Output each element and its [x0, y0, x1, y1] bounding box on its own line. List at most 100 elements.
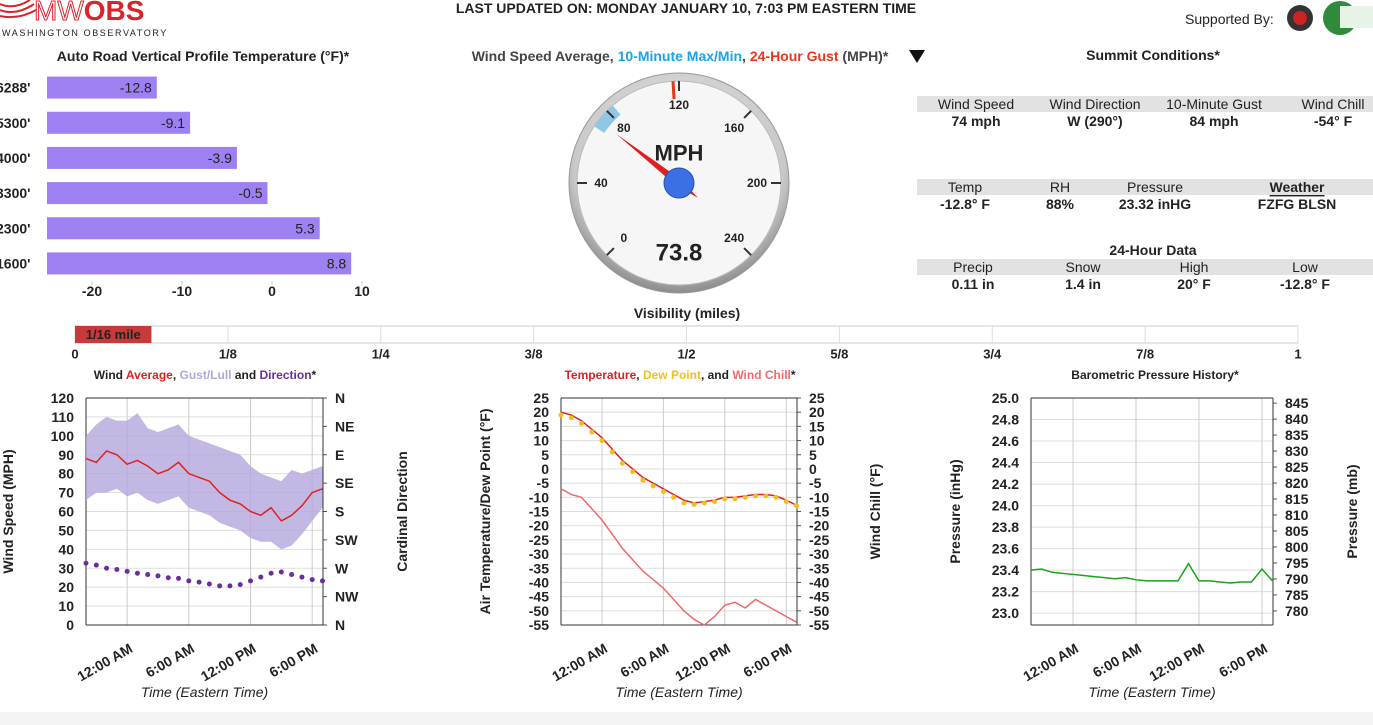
y2-tick-label: NE: [335, 418, 354, 434]
logo-subtitle: WASHINGTON OBSERVATORY: [2, 28, 168, 38]
y2-tick-label: -5: [809, 475, 822, 491]
value-label: 8.8: [327, 255, 347, 271]
y-tick-label: 24.2: [992, 476, 1019, 492]
x-tick-label: 6:00 PM: [1216, 640, 1270, 680]
gauge-range-band: [594, 105, 621, 133]
y2-tick-label: N: [335, 390, 345, 406]
y2-tick-label: 5: [809, 447, 817, 463]
summit-value: W (290°): [1067, 113, 1122, 129]
data-point: [742, 494, 748, 500]
data-point: [237, 582, 243, 588]
category-label: 2300': [0, 220, 30, 236]
data-point: [299, 574, 305, 580]
x-tick-label: 12:00 AM: [549, 640, 610, 684]
last-updated: LAST UPDATED ON: MONDAY JANUARY 10, 7:03…: [456, 0, 916, 16]
y-tick-label: 24.6: [992, 433, 1019, 449]
data-point: [93, 562, 99, 568]
y2-tick-label: N: [335, 617, 345, 633]
y-tick-label: 23.0: [992, 605, 1019, 621]
sponsor-logos[interactable]: [1287, 1, 1373, 35]
x-tick-label: 0: [268, 283, 276, 299]
y2-axis-label: Cardinal Direction: [394, 451, 410, 572]
data-point: [145, 572, 151, 578]
value-label: -9.1: [161, 115, 185, 131]
legend-entry: Direction: [260, 368, 312, 382]
x-tick-label: 6:00 PM: [740, 640, 794, 680]
gauge-tick: [606, 110, 615, 119]
x-tick-label: 1/8: [219, 347, 237, 362]
y-tick-label: 5: [541, 447, 549, 463]
y-tick-label: 100: [51, 428, 75, 444]
title-part: (MPH)*: [839, 48, 889, 64]
x-tick-label: -20: [82, 283, 102, 299]
category-label: 6288': [0, 80, 30, 96]
data-point: [783, 499, 789, 505]
summit-value: 88%: [1046, 196, 1075, 212]
data-point: [558, 412, 564, 418]
summit-header-bar: [917, 179, 1373, 195]
legend-entry: Temperature: [564, 368, 636, 382]
data-point: [630, 469, 636, 475]
title-part: Wind Speed Average,: [472, 48, 618, 64]
y2-axis-label: Wind Chill (°F): [867, 464, 883, 560]
y2-tick-label: 790: [1285, 571, 1309, 587]
x-tick-label: 6:00 AM: [617, 640, 671, 680]
y-tick-label: 25.0: [992, 390, 1019, 406]
bar: [47, 182, 268, 205]
y-tick-label: 120: [51, 390, 75, 406]
y2-tick-label: -35: [809, 560, 829, 576]
summit-header: Wind Direction: [1049, 96, 1140, 112]
data-point: [609, 449, 615, 455]
y-tick-label: 10: [533, 433, 549, 449]
y2-tick-label: 785: [1285, 587, 1309, 603]
category-label: 1600': [0, 255, 30, 271]
bar: [47, 76, 157, 99]
data-line: [560, 488, 797, 626]
value-label: -3.9: [208, 150, 232, 166]
y2-tick-label: 20: [809, 404, 825, 420]
summit-header-bar: [917, 96, 1373, 112]
x-tick-label: 10: [354, 283, 370, 299]
y2-tick-label: 835: [1285, 427, 1309, 443]
y-tick-label: 23.4: [992, 562, 1019, 578]
data-point: [196, 579, 202, 585]
summit-header-bar: [917, 259, 1373, 275]
y2-tick-label: -15: [809, 504, 829, 520]
data-point: [268, 570, 274, 576]
gauge-gust-marker: [671, 81, 676, 100]
chart-title: Temperature, Dew Point, and Wind Chill*: [564, 368, 795, 382]
summit-title: Summit Conditions*: [1086, 47, 1220, 63]
summit-header: RH: [1050, 179, 1070, 195]
x-tick-label: 1/4: [372, 347, 391, 362]
title-part: and: [232, 368, 260, 382]
y-tick-label: -55: [529, 617, 549, 633]
summit-header: Wind Chill: [1301, 96, 1364, 112]
y-tick-label: 24.0: [992, 498, 1019, 514]
y-tick-label: 40: [58, 541, 74, 557]
summit-link[interactable]: Weather: [1270, 179, 1326, 195]
x-tick-label: 0: [71, 347, 78, 362]
title-part: 10-Minute Max/Min: [618, 48, 742, 64]
y2-tick-label: -20: [809, 518, 829, 534]
y2-tick-label: 795: [1285, 555, 1309, 571]
x-tick-label: 5/8: [830, 347, 848, 362]
x-axis-label: Time (Eastern Time): [615, 684, 742, 700]
x-tick-label: 7/8: [1136, 347, 1154, 362]
chart-title: Visibility (miles): [634, 305, 740, 321]
x-axis-label: Time (Eastern Time): [141, 684, 268, 700]
gauge-tick-label: 40: [594, 176, 608, 190]
y-tick-label: -40: [529, 574, 549, 590]
y-tick-label: -30: [529, 546, 549, 562]
x-tick-label: 3/8: [525, 347, 543, 362]
y-tick-label: 20: [58, 579, 74, 595]
data-point: [114, 567, 120, 573]
summit-header: Pressure: [1127, 179, 1183, 195]
gauge-menu-arrow[interactable]: [909, 50, 925, 63]
summit-value: 74 mph: [951, 113, 1000, 129]
logo-text: MWOBS: [34, 0, 144, 26]
data-point: [722, 496, 728, 502]
value-label: -0.5: [238, 185, 262, 201]
data-point: [681, 500, 687, 506]
data-point: [589, 429, 595, 435]
